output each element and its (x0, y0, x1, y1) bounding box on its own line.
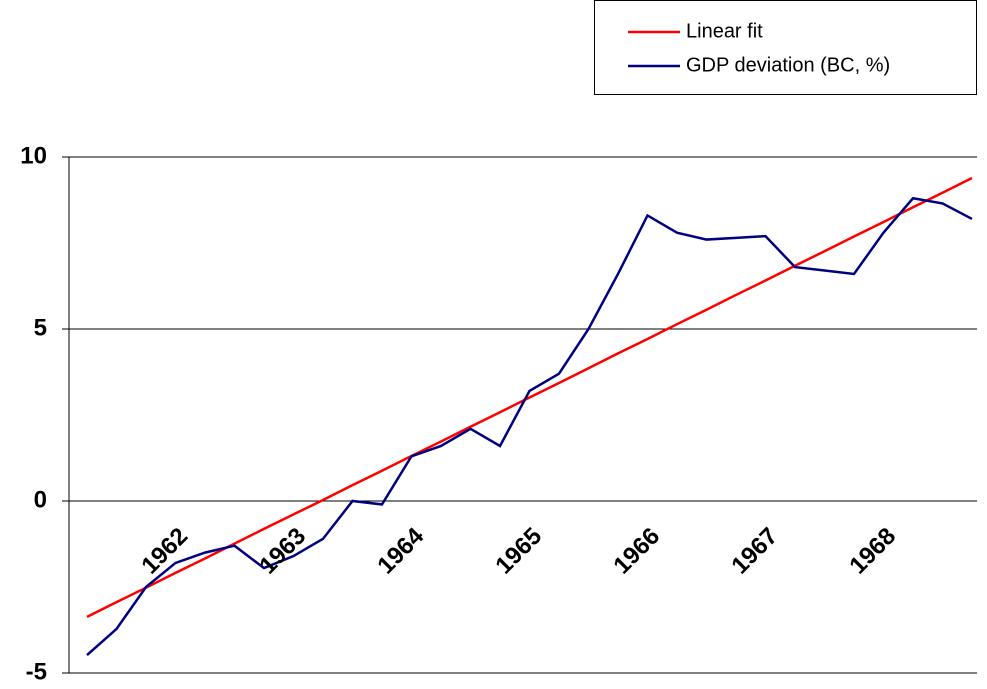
x-tick-label: 1964 (372, 522, 429, 579)
legend-box (594, 0, 977, 95)
legend-label: GDP deviation (BC, %) (686, 54, 890, 76)
legend: Linear fit GDP deviation (BC, %) (594, 0, 977, 95)
series-line (86, 196, 973, 657)
series-line (86, 176, 973, 619)
x-tick-label: 1965 (490, 523, 547, 580)
y-tick-label: -5 (26, 658, 47, 685)
x-tick-label: 1966 (608, 523, 665, 580)
y-tick-label: 5 (34, 314, 47, 341)
x-tick-label: 1967 (726, 523, 783, 580)
legend-label: Linear fit (686, 20, 763, 42)
y-tick-label: 10 (20, 142, 47, 169)
y-tick-label: 0 (34, 486, 47, 513)
x-tick-label: 1968 (844, 523, 901, 580)
